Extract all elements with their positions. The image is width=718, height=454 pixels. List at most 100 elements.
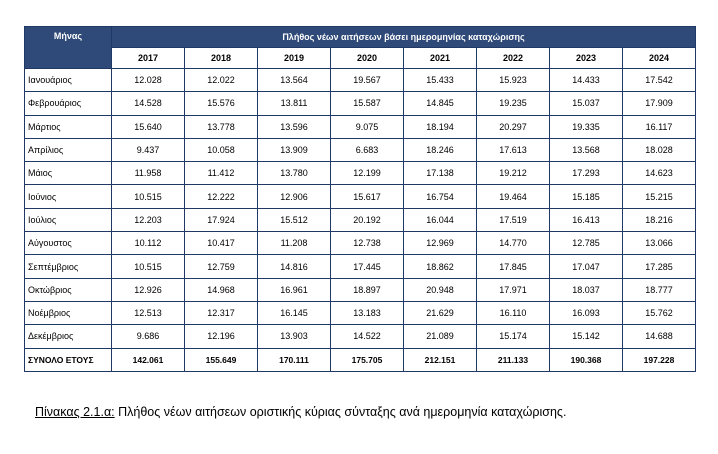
value-cell: 11.412 (184, 161, 258, 186)
value-cell: 20.948 (403, 277, 477, 302)
value-cell: 10.515 (111, 184, 185, 209)
table-body: Ιανουάριος 12.028 12.022 13.564 19.567 15.433… (24, 67, 696, 372)
value-cell: 20.297 (476, 114, 550, 139)
value-cell: 14.816 (257, 254, 331, 279)
table-row: Σεπτέμβριος 10.515 12.759 14.816 17.445 18.86… (24, 254, 696, 279)
value-cell: 15.617 (330, 184, 404, 209)
value-cell: 12.785 (549, 231, 623, 256)
value-cell: 12.906 (257, 184, 331, 209)
value-cell: 17.519 (476, 207, 550, 233)
month-cell: Μάρτιος (24, 114, 112, 139)
value-cell: 15.185 (549, 184, 623, 209)
total-label-cell: ΣΥΝΟΛΟ ΕΤΟΥΣ (24, 347, 112, 372)
table-caption: Πίνακας 2.1.α: Πλήθος νέων αιτήσεων ορισ… (35, 405, 566, 419)
value-cell: 17.613 (476, 137, 550, 163)
value-cell: 19.464 (476, 184, 550, 209)
month-cell: Αύγουστος (24, 231, 112, 256)
table-header: Μήνας Πλήθος νέων αιτήσεων βάσει ημερομη… (24, 26, 696, 69)
month-cell: Απρίλιος (24, 137, 112, 163)
value-cell: 14.968 (184, 277, 258, 302)
value-cell: 15.433 (403, 67, 477, 93)
table-row: Αύγουστος 10.112 10.417 11.208 12.738 12.969 1… (24, 231, 696, 256)
caption-label: Πίνακας 2.1.α: (35, 405, 115, 419)
value-cell: 18.862 (403, 254, 477, 279)
table-row: Ιούλιος 12.203 17.924 15.512 20.192 16.044 17.… (24, 207, 696, 233)
value-cell: 12.926 (111, 277, 185, 302)
month-cell: Ιούλιος (24, 207, 112, 233)
table-row: Φεβρουάριος 14.528 15.576 13.811 15.587 14.84… (24, 91, 696, 116)
applications-table-container: Μήνας Πλήθος νέων αιτήσεων βάσει ημερομη… (24, 26, 696, 372)
value-cell: 10.515 (111, 254, 185, 279)
total-value-cell: 142.061 (111, 347, 185, 372)
value-cell: 12.028 (111, 67, 185, 93)
table-row: Απρίλιος 9.437 10.058 13.909 6.683 18.246 17.6… (24, 137, 696, 163)
value-cell: 15.640 (111, 114, 185, 139)
value-cell: 15.037 (549, 91, 623, 116)
total-value-cell: 170.111 (257, 347, 331, 372)
table-row: Μάρτιος 15.640 13.778 13.596 9.075 18.194 20.2… (24, 114, 696, 139)
value-cell: 17.845 (476, 254, 550, 279)
value-cell: 14.623 (622, 161, 696, 186)
value-cell: 15.142 (549, 324, 623, 349)
value-cell: 13.568 (549, 137, 623, 163)
value-cell: 12.199 (330, 161, 404, 186)
value-cell: 12.513 (111, 300, 185, 326)
month-cell: Σεπτέμβριος (24, 254, 112, 279)
value-cell: 15.587 (330, 91, 404, 116)
value-cell: 16.110 (476, 300, 550, 326)
value-cell: 11.958 (111, 161, 185, 186)
value-cell: 17.047 (549, 254, 623, 279)
value-cell: 15.512 (257, 207, 331, 233)
value-cell: 16.145 (257, 300, 331, 326)
year-header: 2022 (476, 47, 550, 69)
month-cell: Φεβρουάριος (24, 91, 112, 116)
year-header: 2017 (111, 47, 185, 69)
value-cell: 9.437 (111, 137, 185, 163)
value-cell: 18.246 (403, 137, 477, 163)
month-column-header: Μήνας (24, 26, 112, 69)
value-cell: 15.174 (476, 324, 550, 349)
value-cell: 13.564 (257, 67, 331, 93)
value-cell: 15.215 (622, 184, 696, 209)
value-cell: 14.770 (476, 231, 550, 256)
value-cell: 17.293 (549, 161, 623, 186)
month-cell: Μάιος (24, 161, 112, 186)
year-header: 2020 (330, 47, 404, 69)
value-cell: 14.433 (549, 67, 623, 93)
value-cell: 17.542 (622, 67, 696, 93)
table-row: Ιούνιος 10.515 12.222 12.906 15.617 16.754 19.… (24, 184, 696, 209)
value-cell: 20.192 (330, 207, 404, 233)
value-cell: 12.738 (330, 231, 404, 256)
value-cell: 13.778 (184, 114, 258, 139)
value-cell: 17.971 (476, 277, 550, 302)
month-cell: Ιούνιος (24, 184, 112, 209)
value-cell: 14.522 (330, 324, 404, 349)
value-cell: 13.909 (257, 137, 331, 163)
value-cell: 15.576 (184, 91, 258, 116)
total-value-cell: 155.649 (184, 347, 258, 372)
value-cell: 16.044 (403, 207, 477, 233)
caption-text: Πλήθος νέων αιτήσεων οριστικής κύριας σύ… (114, 405, 567, 419)
value-cell: 17.445 (330, 254, 404, 279)
total-row: ΣΥΝΟΛΟ ΕΤΟΥΣ 142.061 155.649 170.111 175.705… (24, 347, 696, 372)
value-cell: 12.759 (184, 254, 258, 279)
value-cell: 12.196 (184, 324, 258, 349)
value-cell: 19.235 (476, 91, 550, 116)
value-cell: 21.629 (403, 300, 477, 326)
year-header: 2018 (184, 47, 258, 69)
value-cell: 12.222 (184, 184, 258, 209)
value-cell: 17.909 (622, 91, 696, 116)
value-cell: 10.112 (111, 231, 185, 256)
value-cell: 17.138 (403, 161, 477, 186)
value-cell: 18.897 (330, 277, 404, 302)
value-cell: 10.417 (184, 231, 258, 256)
table-row: Μάιος 11.958 11.412 13.780 12.199 17.138 19.21… (24, 161, 696, 186)
value-cell: 13.596 (257, 114, 331, 139)
month-cell: Δεκέμβριος (24, 324, 112, 349)
value-cell: 16.093 (549, 300, 623, 326)
month-cell: Ιανουάριος (24, 67, 112, 93)
value-cell: 18.028 (622, 137, 696, 163)
value-cell: 18.194 (403, 114, 477, 139)
value-cell: 17.924 (184, 207, 258, 233)
value-cell: 18.777 (622, 277, 696, 302)
